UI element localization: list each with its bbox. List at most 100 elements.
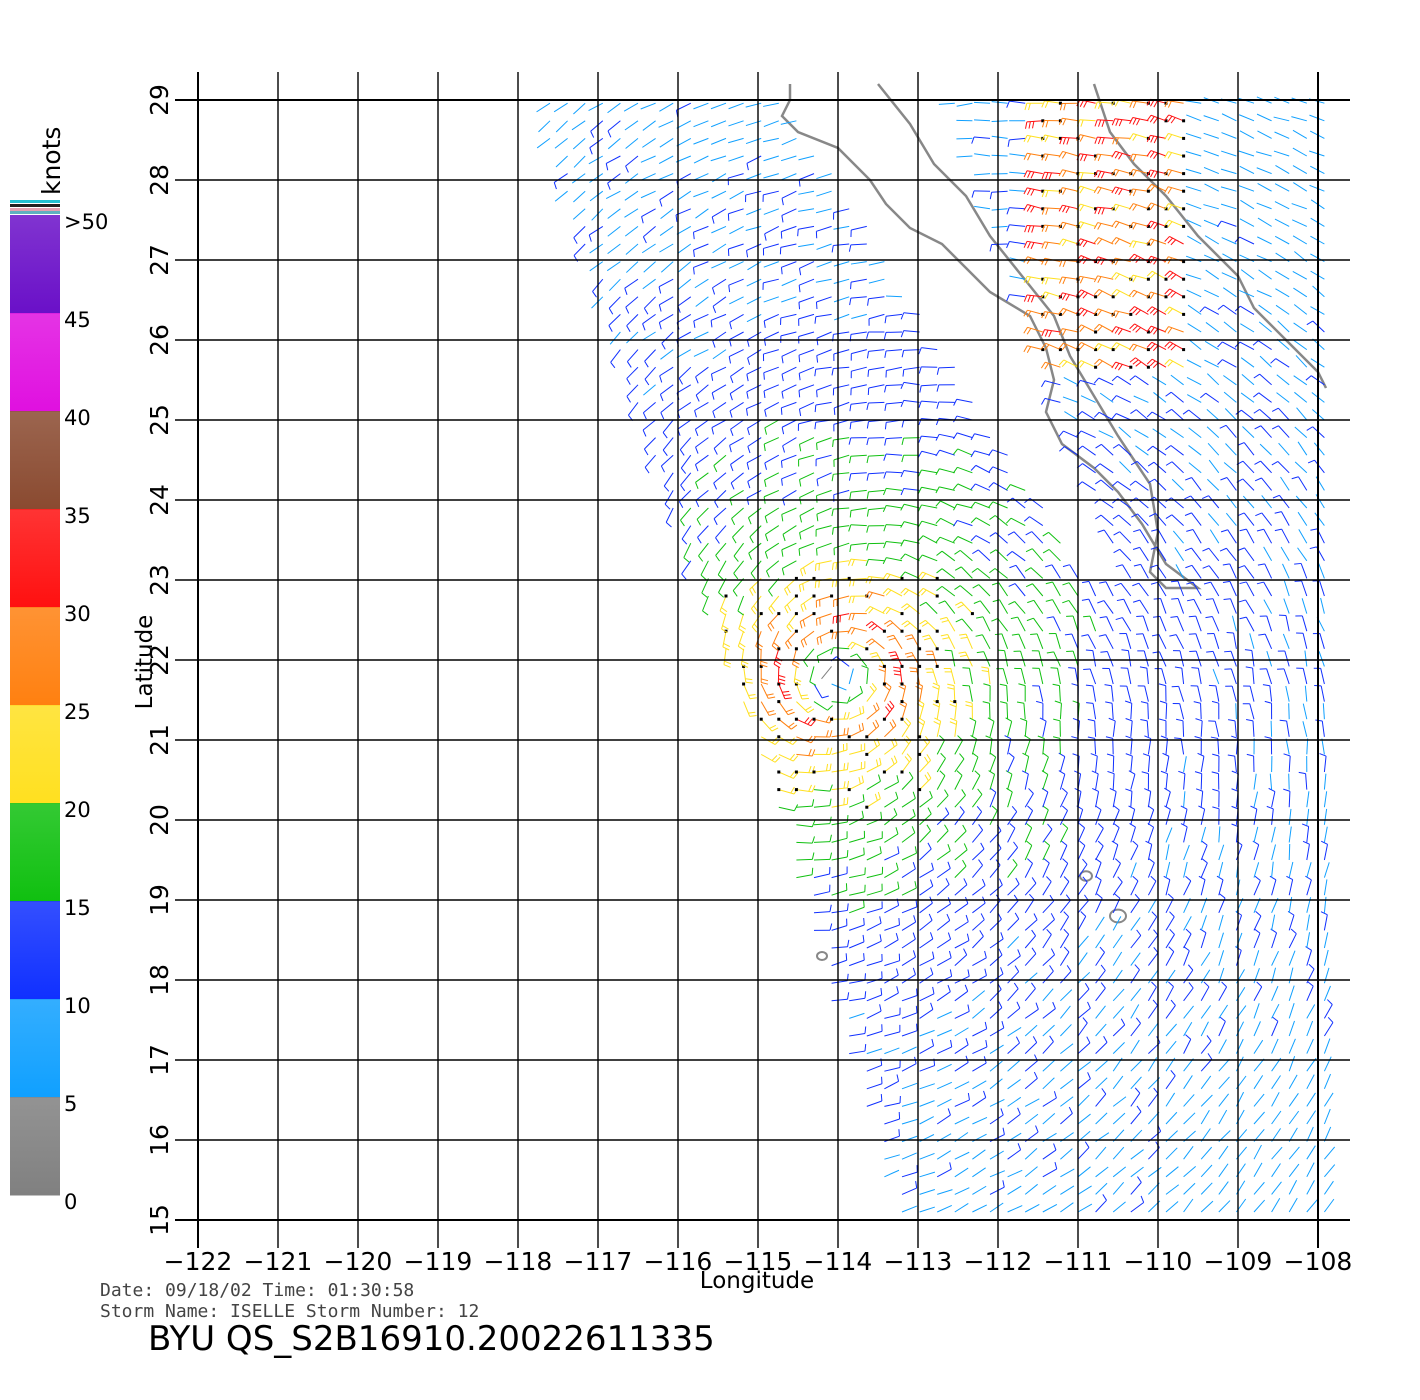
wind-barb — [1204, 235, 1220, 245]
wind-barb — [830, 647, 850, 655]
wind-barb — [778, 753, 799, 762]
wind-barb — [1302, 703, 1308, 720]
wind-barb — [710, 155, 727, 162]
colorbar-tick-label: 40 — [64, 406, 91, 430]
wind-barb — [868, 278, 885, 284]
wind-barb — [1185, 202, 1202, 210]
wind-barb — [1004, 735, 1012, 755]
wind-barb — [901, 349, 920, 358]
wind-barb — [1112, 988, 1125, 1002]
wind-barb — [555, 155, 568, 168]
wind-barb — [935, 500, 956, 509]
wind-barb — [1147, 445, 1167, 456]
wind-barb — [884, 1111, 901, 1125]
wind-barb — [1178, 770, 1186, 790]
wind-barb — [764, 225, 780, 241]
wind-barb — [1052, 683, 1061, 702]
wind-barb — [1323, 862, 1330, 878]
wind-barb — [1119, 632, 1132, 649]
wind-barb — [1059, 911, 1070, 931]
wind-barb — [1108, 717, 1116, 737]
wind-barb — [658, 120, 674, 128]
wind-barb — [918, 469, 938, 477]
wind-barb — [1200, 1200, 1214, 1213]
wind-barb — [1077, 1185, 1092, 1195]
wind-barb — [991, 101, 1008, 104]
wind-barb — [1112, 858, 1121, 878]
wind-barb — [1259, 615, 1273, 632]
wind-barb — [642, 137, 656, 148]
wind-barb — [1256, 113, 1272, 122]
wind-barb — [1206, 650, 1220, 667]
wind-barb — [727, 243, 744, 257]
wind-barb — [936, 932, 952, 949]
wind-barb — [851, 313, 867, 319]
wind-barb — [572, 208, 586, 220]
wind-barb — [866, 454, 885, 464]
wind-barb — [1152, 651, 1167, 667]
wind-barb — [762, 243, 779, 256]
wind-barb — [1129, 274, 1150, 283]
wind-barb — [936, 913, 951, 931]
latitude-tick-label: 25 — [145, 404, 174, 436]
colorbar-band — [10, 215, 60, 314]
wind-barb — [917, 486, 938, 494]
wind-barb — [972, 896, 986, 914]
wind-barb — [865, 558, 885, 567]
wind-barb — [900, 330, 920, 338]
wind-barb — [1324, 1146, 1336, 1160]
wind-barb — [848, 685, 863, 703]
wind-barb — [1165, 1147, 1178, 1160]
wind-barb — [1288, 808, 1292, 825]
wind-barb — [676, 313, 692, 330]
wind-barb — [729, 401, 744, 418]
wind-barb — [1172, 530, 1184, 544]
wind-barb — [1041, 171, 1061, 180]
wind-barb — [901, 1082, 918, 1090]
wind-barb — [989, 549, 1008, 562]
wind-barb — [850, 349, 867, 361]
wind-barb — [954, 933, 970, 949]
wind-barb — [1133, 529, 1149, 544]
wind-barb — [796, 701, 815, 714]
wind-barb — [1306, 1004, 1316, 1019]
wind-barb — [901, 809, 916, 826]
wind-barb — [1095, 1077, 1108, 1090]
latitude-tick-label: 15 — [145, 1204, 174, 1236]
wind-barb — [1209, 529, 1220, 544]
wind-barb — [1165, 461, 1184, 474]
wind-barb — [1183, 1094, 1195, 1107]
wind-barb — [1026, 617, 1044, 632]
wind-barb — [798, 349, 815, 363]
wind-barb — [1095, 1023, 1107, 1037]
wind-barb — [1130, 875, 1139, 896]
wind-barb — [1240, 269, 1255, 280]
wind-barb — [866, 489, 885, 499]
wind-barb — [1242, 426, 1255, 438]
wind-barb — [760, 753, 781, 763]
wind-barb — [1006, 207, 1026, 215]
wind-barb — [1024, 858, 1033, 878]
wind-barb — [729, 296, 744, 305]
wind-barb — [695, 437, 709, 454]
wind-barb — [1288, 1197, 1298, 1213]
wind-barb — [1256, 202, 1272, 210]
wind-barb — [554, 138, 568, 149]
wind-barb — [866, 702, 880, 720]
wind-barb — [1071, 683, 1079, 702]
wind-barb — [1112, 916, 1122, 931]
wind-barb — [1023, 326, 1043, 335]
wind-barb — [796, 799, 815, 808]
wind-barb — [884, 349, 903, 358]
wind-barb — [936, 1098, 952, 1107]
wind-barb — [1188, 445, 1202, 456]
wind-barb — [991, 120, 1008, 123]
wind-barb — [1257, 182, 1272, 192]
wind-barb — [1212, 668, 1220, 685]
wind-barb — [1253, 911, 1262, 931]
wind-barb — [1212, 788, 1220, 808]
wind-barb — [949, 717, 958, 737]
wind-barb — [1140, 719, 1149, 737]
wind-barb — [695, 366, 709, 384]
wind-barb — [919, 896, 933, 914]
